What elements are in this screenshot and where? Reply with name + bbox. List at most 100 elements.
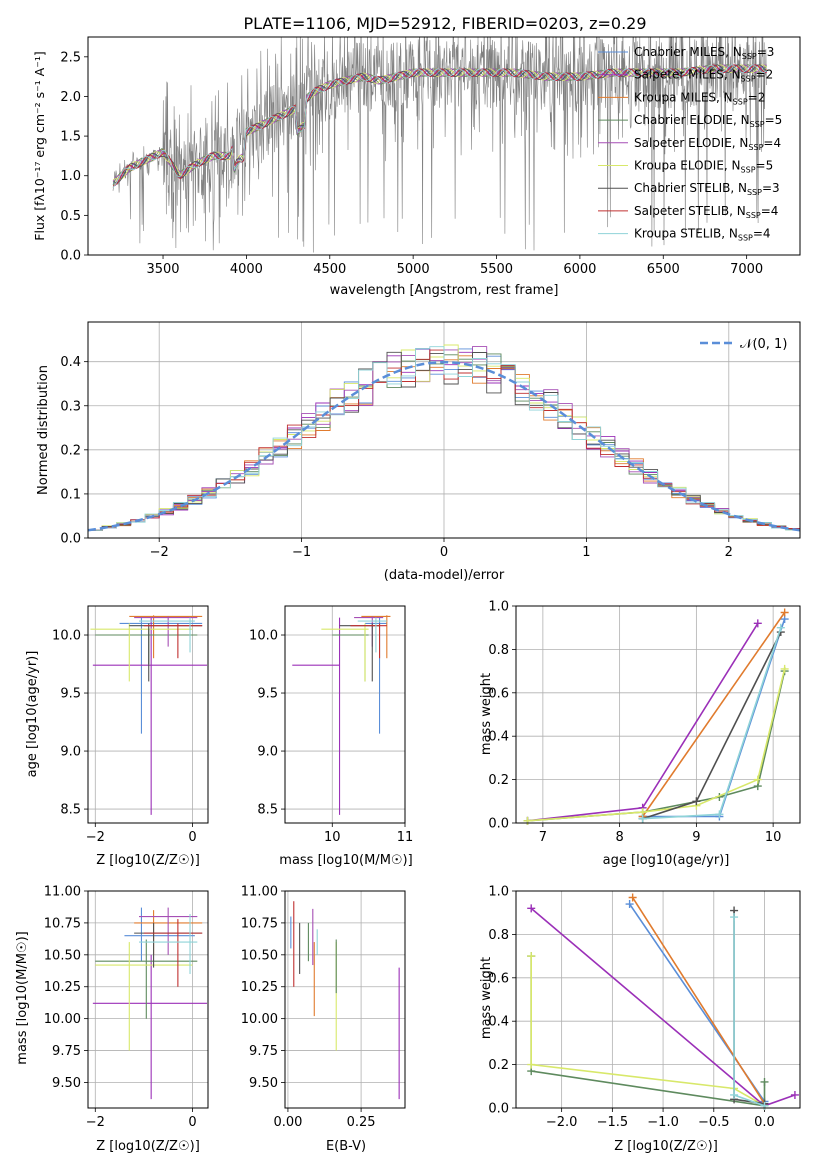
y-tick-label: 8.5	[257, 803, 278, 818]
y-tick-label: 0.8	[488, 643, 509, 658]
mass-weight-line	[530, 956, 765, 1107]
point-marker	[730, 913, 739, 922]
y-tick-label: 10.50	[44, 948, 81, 963]
mass-weight-line	[733, 917, 765, 1107]
point-marker	[790, 1090, 799, 1099]
y-tick-label: 2.5	[60, 50, 81, 65]
y-tick-label: 9.75	[52, 1044, 81, 1059]
y-tick-label: 0.5	[60, 209, 81, 224]
x-tick-label: 0.0	[754, 1115, 775, 1130]
x-tick-label: −2	[86, 830, 105, 845]
legend-entry: 𝒩(0, 1)	[740, 337, 787, 352]
y-tick-label: 0.4	[488, 730, 509, 745]
x-axis-label: Z [log10(Z/Z☉)]	[96, 853, 200, 868]
y-tick-label: 0.4	[60, 355, 81, 370]
legend-entry: Kroupa ELODIE, NSSP=5	[634, 159, 773, 175]
x-tick-label: −2	[86, 1115, 105, 1130]
point-marker	[692, 797, 701, 806]
axes-frame	[284, 890, 406, 1109]
y-axis-label: mass [log10(M/M☉)]	[15, 931, 30, 1064]
legend-entry: Chabrier ELODIE, NSSP=5	[634, 113, 782, 129]
point-marker	[753, 775, 762, 784]
figure-title: PLATE=1106, MJD=52912, FIBERID=0203, z=0…	[243, 14, 646, 33]
y-tick-label: 0.0	[60, 532, 81, 547]
y-tick-label: 0.2	[488, 773, 509, 788]
point-marker	[780, 664, 789, 673]
mass-weight-line	[530, 956, 766, 1107]
y-axis-label: age [log10(age/yr)]	[25, 651, 40, 778]
point-marker	[628, 893, 637, 902]
x-tick-label: 0	[188, 830, 196, 845]
point-marker	[625, 900, 634, 909]
mass-weight-line	[642, 631, 782, 820]
x-axis-label: wavelength [Angstrom, rest frame]	[330, 283, 559, 298]
y-tick-label: 9.0	[60, 745, 81, 760]
axes-frame	[515, 605, 801, 824]
y-tick-label: 2.0	[60, 90, 81, 105]
point-marker	[523, 816, 532, 825]
x-tick-label: 3500	[146, 262, 179, 277]
legend-entry: Salpeter ELODIE, NSSP=4	[634, 136, 781, 152]
point-marker	[730, 1090, 739, 1099]
point-marker	[527, 952, 536, 961]
point-marker	[760, 1077, 769, 1086]
y-tick-label: 10.0	[52, 629, 81, 644]
y-tick-label: 10.75	[241, 916, 278, 931]
y-tick-label: 0.0	[488, 817, 509, 832]
x-tick-label: −0.5	[698, 1115, 730, 1130]
y-tick-label: 9.5	[257, 687, 278, 702]
y-axis-label: mass weight	[479, 673, 494, 755]
x-axis-label: mass [log10(M/M☉)]	[279, 853, 412, 868]
x-tick-label: 4500	[313, 262, 346, 277]
y-tick-label: 0.0	[488, 1102, 509, 1117]
legend-entry: Kroupa MILES, NSSP=2	[634, 90, 765, 106]
legend-entry: Chabrier MILES, NSSP=3	[634, 45, 774, 61]
y-tick-label: 1.5	[60, 130, 81, 145]
point-marker	[715, 810, 724, 819]
plot-layer: 3500 4000 4500 5000 5500 6000 6500 70000.00.51.…	[15, 36, 801, 1154]
x-tick-label: 1	[582, 545, 590, 560]
y-tick-label: 8.5	[60, 803, 81, 818]
x-tick-label: 5000	[397, 262, 430, 277]
x-axis-label: E(B-V)	[326, 1139, 366, 1154]
y-tick-label: 10.0	[249, 629, 278, 644]
axes-frame	[284, 605, 406, 824]
axes-frame	[87, 321, 801, 539]
model-spectrum-line	[112, 64, 767, 188]
legend-entry: Salpeter MILES, NSSP=2	[634, 68, 773, 84]
x-tick-label: 11	[397, 830, 414, 845]
x-tick-label: 0.25	[347, 1115, 376, 1130]
y-axis-label: Normed distribution	[36, 365, 51, 495]
y-tick-label: 1.0	[488, 885, 509, 900]
point-marker	[527, 1060, 536, 1069]
x-tick-label: 10	[765, 830, 782, 845]
y-tick-label: 0.3	[60, 399, 81, 414]
axes-frame	[87, 605, 209, 824]
mass-weight-line	[527, 622, 759, 822]
y-tick-label: 9.75	[249, 1044, 278, 1059]
mass-weight-line	[642, 627, 782, 820]
y-tick-label: 9.50	[52, 1076, 81, 1091]
point-marker	[776, 623, 785, 632]
point-marker	[638, 814, 647, 823]
x-tick-label: 5500	[480, 262, 513, 277]
y-tick-label: 1.0	[60, 169, 81, 184]
x-axis-label: age [log10(age/yr)]	[603, 853, 730, 868]
x-tick-label: 2	[725, 545, 733, 560]
axes-frame	[87, 36, 801, 256]
histogram-step-line	[88, 346, 800, 531]
y-tick-label: 1.0	[488, 600, 509, 615]
y-tick-label: 9.50	[249, 1076, 278, 1091]
y-tick-label: 9.5	[60, 687, 81, 702]
x-tick-label: −1.5	[597, 1115, 629, 1130]
legend-entry: Kroupa STELIB, NSSP=4	[634, 227, 771, 243]
x-tick-label: −2	[150, 545, 169, 560]
axes-frame	[87, 890, 209, 1109]
axes-frame	[515, 890, 801, 1109]
point-marker	[753, 619, 762, 628]
x-tick-label: 7000	[730, 262, 763, 277]
normal-curve	[88, 360, 800, 532]
y-tick-label: 0.8	[488, 928, 509, 943]
y-tick-label: 10.75	[44, 916, 81, 931]
